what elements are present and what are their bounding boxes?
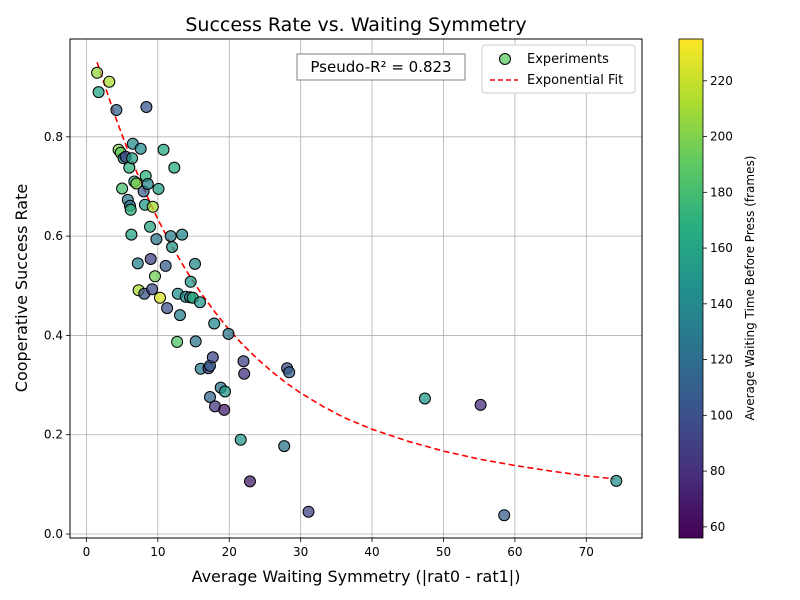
data-point (146, 200, 159, 213)
fit-layer (96, 62, 615, 480)
legend-label-experiments: Experiments (527, 52, 609, 67)
data-point (92, 86, 105, 99)
colorbar-tick-label: 60 (710, 520, 725, 534)
legend: Experiments Exponential Fit (481, 44, 636, 94)
colorbar-ticks: 60 80 100 120 140 160 180 200 220 (703, 74, 733, 534)
data-point (124, 203, 137, 216)
data-point (144, 220, 156, 233)
colorbar-tick-label: 80 (710, 464, 725, 478)
data-point (166, 241, 179, 253)
x-tick-label: 20 (222, 545, 237, 559)
colorbar-tick-label: 200 (710, 130, 733, 144)
data-point (189, 257, 201, 270)
pseudo-r2-annotation: Pseudo-R² = 0.823 (310, 58, 451, 76)
data-point (237, 355, 250, 368)
x-axis-ticks: 0 10 20 30 40 50 60 70 (83, 538, 594, 559)
x-tick-label: 0 (83, 545, 91, 559)
x-tick-label: 60 (507, 545, 522, 559)
data-point (176, 228, 189, 241)
data-point (164, 230, 177, 243)
data-point (219, 385, 231, 398)
y-tick-label: 0.6 (44, 229, 63, 243)
data-point (610, 474, 623, 487)
data-point (134, 142, 147, 155)
colorbar-tick-label: 220 (710, 74, 733, 88)
data-point (161, 302, 174, 315)
y-axis-ticks: 0.0 0.2 0.4 0.6 0.8 (44, 130, 70, 541)
colorbar-label: Average Waiting Time Before Press (frame… (743, 156, 757, 421)
data-point (238, 367, 251, 380)
y-tick-label: 0.8 (44, 130, 63, 144)
data-point (144, 253, 157, 265)
y-tick-label: 0.0 (44, 527, 63, 541)
legend-box (481, 44, 636, 94)
data-point (91, 66, 104, 79)
data-point (302, 505, 315, 518)
chart-title: Success Rate vs. Waiting Symmetry (185, 14, 526, 36)
colorbar-tick-label: 120 (710, 353, 733, 367)
data-point (131, 257, 144, 270)
data-point (204, 391, 216, 403)
colorbar-gradient (678, 38, 704, 539)
data-point (171, 335, 184, 348)
data-point (146, 283, 159, 296)
data-point (194, 296, 206, 309)
scatter-points (91, 66, 623, 522)
data-point (159, 259, 172, 272)
data-point (278, 440, 291, 453)
data-point (140, 101, 153, 113)
data-point (126, 152, 139, 165)
x-tick-label: 40 (364, 545, 379, 559)
legend-marker-icon (499, 53, 511, 65)
data-point (184, 275, 197, 288)
data-point (149, 270, 161, 283)
data-point (103, 75, 116, 88)
x-tick-label: 30 (293, 545, 308, 559)
data-point (150, 233, 163, 246)
data-point (206, 351, 219, 364)
data-point (418, 392, 431, 405)
data-point (234, 433, 247, 446)
legend-label-exponential-fit: Exponential Fit (527, 73, 623, 88)
data-point (110, 104, 123, 116)
colorbar-tick-label: 180 (710, 185, 733, 199)
data-point (498, 509, 511, 522)
plot-frame (69, 38, 643, 539)
data-point (208, 317, 221, 330)
data-point (154, 291, 166, 304)
exponential-fit-line (96, 62, 615, 480)
data-point (222, 327, 235, 340)
colorbar-tick-label: 160 (710, 241, 733, 255)
data-point (218, 403, 231, 416)
data-point (283, 366, 296, 379)
data-point (244, 475, 256, 488)
data-point (189, 335, 202, 348)
data-point (125, 228, 138, 241)
y-tick-label: 0.2 (44, 428, 63, 442)
x-axis-title: Average Waiting Symmetry (|rat0 - rat1|) (192, 567, 521, 586)
annotation-box: Pseudo-R² = 0.823 (296, 53, 466, 81)
colorbar: 60 80 100 120 140 160 180 200 220 Average Waitin… (678, 38, 757, 539)
colorbar-tick-label: 140 (710, 297, 733, 311)
x-tick-label: 50 (436, 545, 451, 559)
data-point (168, 161, 181, 174)
data-point (141, 178, 154, 190)
data-point (152, 182, 165, 195)
y-axis-title: Cooperative Success Rate (12, 184, 31, 392)
data-point (174, 309, 186, 322)
x-tick-label: 70 (579, 545, 594, 559)
data-point (116, 182, 129, 195)
y-tick-label: 0.4 (44, 328, 63, 342)
colorbar-tick-label: 100 (710, 408, 733, 422)
data-point (157, 143, 170, 156)
data-point (474, 398, 487, 411)
x-tick-label: 10 (150, 545, 165, 559)
